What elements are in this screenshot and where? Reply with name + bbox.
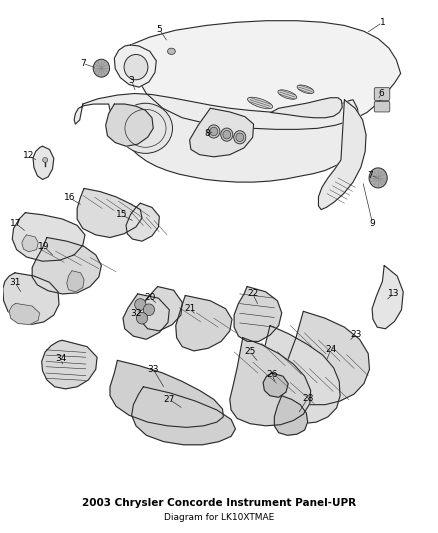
Polygon shape [110,360,223,427]
Polygon shape [22,235,38,252]
FancyBboxPatch shape [374,88,390,100]
Polygon shape [67,271,84,292]
Polygon shape [126,203,159,241]
Polygon shape [190,108,254,157]
Text: 25: 25 [244,348,256,357]
Text: 22: 22 [247,289,258,298]
Polygon shape [284,311,370,405]
Text: 19: 19 [38,242,49,251]
Polygon shape [106,104,153,146]
Text: 27: 27 [163,395,175,404]
Polygon shape [318,100,366,209]
Text: 26: 26 [266,370,277,379]
Ellipse shape [136,312,148,324]
Text: 7: 7 [367,171,373,180]
Text: 1: 1 [380,18,385,27]
Ellipse shape [143,304,155,316]
Polygon shape [33,146,54,180]
Polygon shape [254,326,340,424]
Polygon shape [132,387,236,445]
Text: 5: 5 [156,25,162,34]
Text: 7: 7 [80,59,86,68]
Ellipse shape [236,133,244,141]
Polygon shape [74,93,360,182]
Text: 28: 28 [302,394,313,403]
Text: 2003 Chrysler Concorde Instrument Panel-UPR: 2003 Chrysler Concorde Instrument Panel-… [82,498,356,508]
Text: 15: 15 [116,211,127,219]
Text: 24: 24 [325,345,336,354]
Ellipse shape [168,48,175,54]
Polygon shape [176,295,232,351]
Text: 20: 20 [144,293,155,302]
Text: 23: 23 [351,329,362,338]
Text: 31: 31 [9,278,21,287]
Text: 34: 34 [56,354,67,364]
Polygon shape [9,303,39,325]
Polygon shape [123,294,169,340]
Polygon shape [114,45,156,87]
Ellipse shape [247,97,272,109]
Text: 17: 17 [10,219,21,228]
FancyBboxPatch shape [374,101,390,112]
Ellipse shape [278,90,297,99]
Ellipse shape [234,131,246,144]
Ellipse shape [42,158,48,163]
Text: 13: 13 [388,289,399,298]
Polygon shape [42,341,97,389]
Ellipse shape [134,298,146,310]
Text: 9: 9 [370,219,375,228]
Text: 12: 12 [23,151,35,160]
Polygon shape [230,338,311,426]
Ellipse shape [208,125,220,138]
Ellipse shape [297,85,314,94]
Text: Diagram for LK10XTMAE: Diagram for LK10XTMAE [164,513,274,521]
Text: 32: 32 [130,310,141,319]
Polygon shape [234,287,282,342]
Text: 21: 21 [184,304,195,313]
Polygon shape [77,189,142,238]
Text: 3: 3 [129,76,134,85]
Text: 33: 33 [148,365,159,374]
Polygon shape [263,373,288,397]
Text: 6: 6 [379,89,385,98]
Ellipse shape [118,103,173,154]
Ellipse shape [93,59,110,77]
Ellipse shape [124,54,148,80]
Text: 16: 16 [64,193,76,203]
Text: 8: 8 [204,129,210,138]
Polygon shape [140,287,182,331]
Polygon shape [32,238,101,294]
Ellipse shape [223,131,231,139]
Ellipse shape [210,127,218,136]
Polygon shape [372,265,403,329]
Ellipse shape [221,128,233,141]
Polygon shape [131,21,401,130]
Polygon shape [274,395,307,435]
Ellipse shape [369,168,387,188]
Polygon shape [12,213,85,261]
Polygon shape [271,98,342,118]
Polygon shape [3,273,59,325]
